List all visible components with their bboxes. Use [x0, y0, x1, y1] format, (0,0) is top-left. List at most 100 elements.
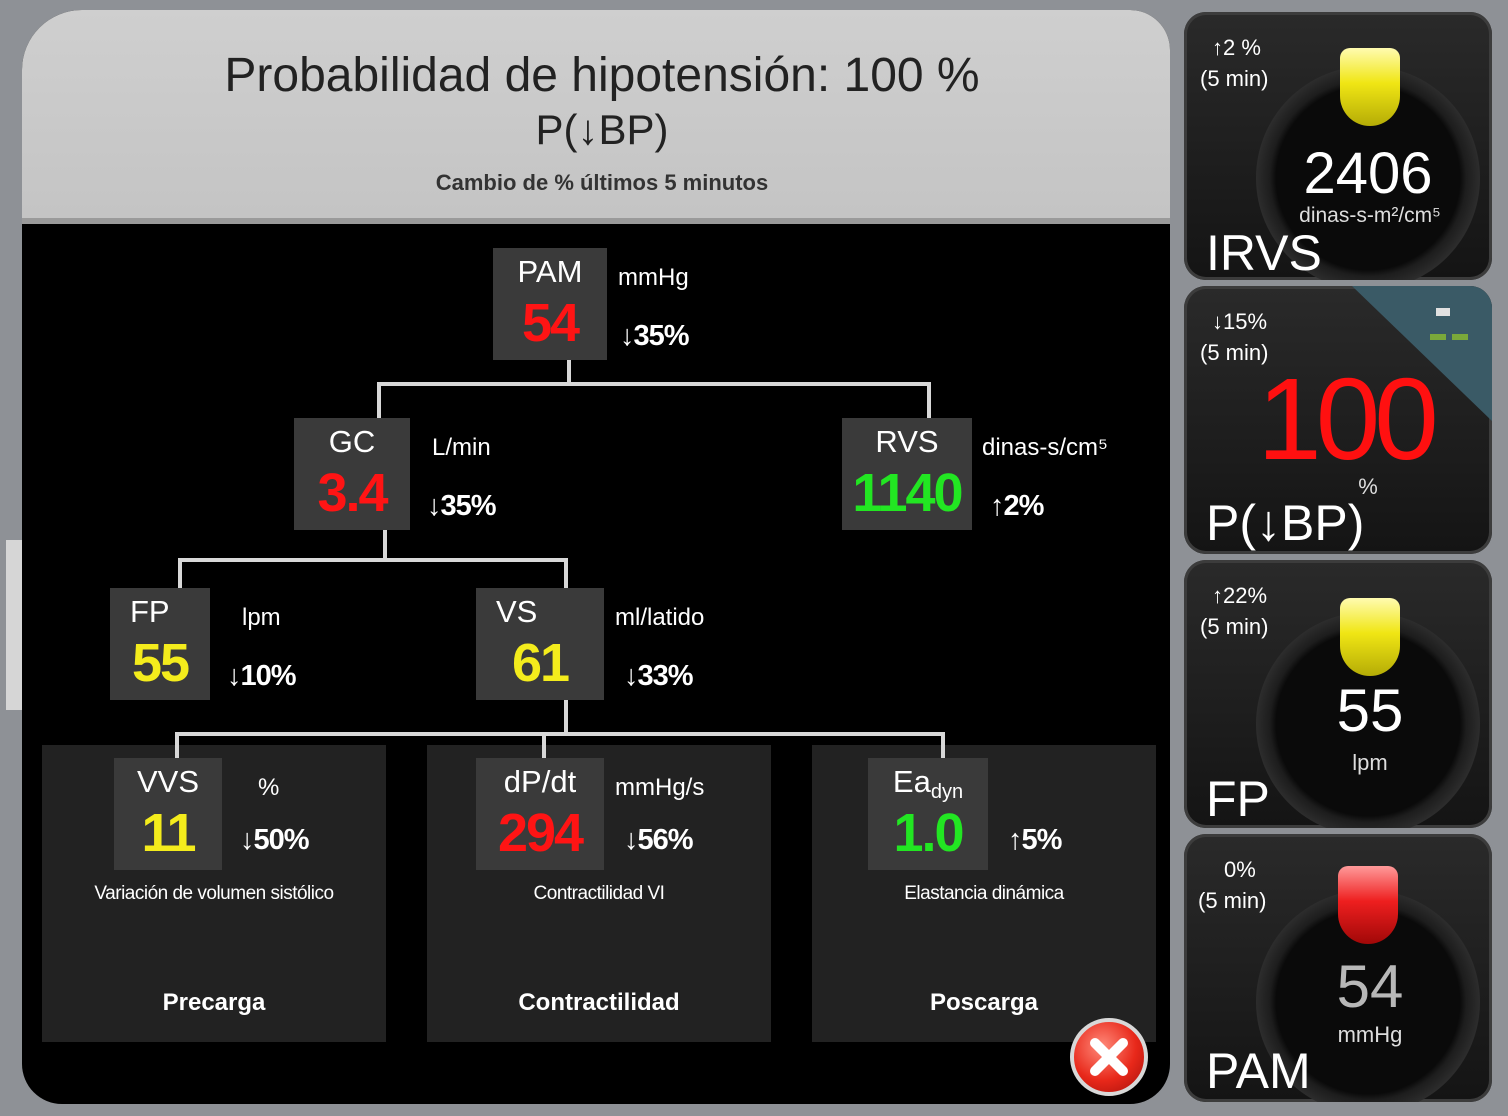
corner-flag-icon	[1352, 286, 1492, 421]
page-title: Probabilidad de hipotensión: 100 %	[224, 49, 980, 102]
category-label-precarga: Precarga	[162, 989, 266, 1016]
tile-unit: mmHg	[1337, 1022, 1403, 1047]
param-change: ↓35%	[620, 320, 690, 352]
param-label: PAM	[517, 254, 583, 289]
param-box-vvs[interactable]: VVS 11	[114, 758, 222, 870]
category-label-contractilidad: Contractilidad	[518, 989, 680, 1016]
param-box-eadyn[interactable]: Eadyn 1.0	[868, 758, 988, 870]
param-label: Eadyn	[868, 764, 988, 804]
vvs-caption: Variación de volumen sistólico	[94, 883, 334, 904]
tree-line	[927, 382, 931, 420]
tile-name: IRVS	[1206, 225, 1322, 280]
tile-change: ↓15% (5 min)	[1200, 306, 1268, 368]
tile-unit: %	[1358, 474, 1378, 499]
indicator-cap-icon	[1338, 866, 1398, 944]
param-value: 61	[511, 633, 570, 693]
category-panel-contractilidad: Contractilidad VI Contractilidad	[427, 745, 771, 1042]
tile-change-period: (5 min)	[1198, 888, 1267, 913]
tree-line	[377, 382, 931, 386]
category-panel-precarga: Variación de volumen sistólico Precarga	[42, 745, 386, 1042]
eadyn-caption: Elastancia dinámica	[904, 883, 1064, 904]
param-value: 1140	[852, 463, 963, 523]
param-label: VS	[496, 594, 538, 629]
tile-unit: lpm	[1352, 750, 1388, 775]
param-box-vs[interactable]: VS 61	[476, 588, 604, 700]
param-value: 1.0	[893, 803, 964, 863]
param-value: 54	[521, 293, 580, 353]
param-change: ↓10%	[227, 660, 297, 692]
param-box-pam[interactable]: PAM 54	[493, 248, 607, 360]
header: Probabilidad de hipotensión: 100 % P(↓BP…	[22, 10, 1170, 224]
tile-fp[interactable]: ↑22% (5 min) 55 lpm FP	[1184, 560, 1492, 828]
param-unit: %	[258, 774, 280, 801]
tree-line	[941, 732, 945, 758]
tile-change: ↑22% (5 min)	[1200, 580, 1268, 642]
tile-change-value: 0%	[1224, 857, 1256, 882]
change-period-note: Cambio de % últimos 5 minutos	[435, 170, 769, 195]
tree-line	[567, 360, 571, 384]
dpdt-caption: Contractilidad VI	[533, 883, 665, 904]
param-value: 55	[131, 633, 190, 693]
param-unit: L/min	[432, 434, 491, 461]
tile-change-value: ↓15%	[1212, 309, 1268, 334]
param-value: 11	[141, 803, 196, 863]
tile-value: 55	[1336, 677, 1404, 744]
tree-line	[564, 558, 568, 590]
edge-handle[interactable]	[6, 540, 24, 710]
param-change: ↓56%	[624, 824, 694, 856]
param-change: ↓50%	[240, 824, 310, 856]
tile-value: 100	[1257, 354, 1439, 484]
param-label: VVS	[136, 764, 200, 799]
tree-line	[175, 732, 945, 736]
param-change: ↑2%	[990, 490, 1044, 522]
param-label-sub: dyn	[930, 781, 964, 803]
tile-name: FP	[1206, 771, 1270, 827]
param-box-gc[interactable]: GC 3.4	[294, 418, 410, 530]
param-change: ↑5%	[1008, 824, 1062, 856]
indicator-cap-icon	[1340, 598, 1400, 676]
close-icon	[1090, 1038, 1128, 1076]
param-label: dP/dt	[503, 764, 577, 799]
param-box-fp[interactable]: FP 55	[110, 588, 210, 700]
tile-hpi[interactable]: ↓15% (5 min) 100 % P(↓BP)	[1184, 286, 1492, 554]
tree-line	[178, 558, 568, 562]
tile-change-value: ↑2 %	[1212, 35, 1261, 60]
param-unit: ml/latido	[615, 604, 705, 631]
tile-name: P(↓BP)	[1206, 495, 1365, 551]
tree-line	[178, 558, 182, 590]
param-label-main: Ea	[892, 764, 931, 799]
tile-change-period: (5 min)	[1200, 340, 1269, 365]
tile-change-period: (5 min)	[1200, 614, 1269, 639]
tile-pam[interactable]: 0% (5 min) 54 mmHg PAM	[1184, 834, 1492, 1102]
indicator-cap-icon	[1340, 48, 1400, 126]
tile-irvs[interactable]: ↑2 % (5 min) 2406 dinas-s-m²/cm⁵ IRVS	[1184, 12, 1492, 280]
tile-name: PAM	[1206, 1043, 1311, 1099]
tile-unit: dinas-s-m²/cm⁵	[1299, 204, 1441, 227]
tile-change-value: ↑22%	[1212, 583, 1268, 608]
tile-change: 0% (5 min)	[1198, 854, 1266, 916]
tile-value: 54	[1336, 953, 1404, 1020]
param-unit: lpm	[242, 604, 281, 631]
param-change: ↓33%	[624, 660, 694, 692]
category-label-poscarga: Poscarga	[929, 989, 1039, 1016]
close-button[interactable]	[1070, 1018, 1148, 1096]
hpi-main-panel: Probabilidad de hipotensión: 100 % P(↓BP…	[22, 10, 1170, 1104]
tree-line	[377, 382, 381, 420]
param-unit: dinas-s/cm⁵	[982, 434, 1108, 461]
param-change: ↓35%	[427, 490, 497, 522]
page-subtitle: P(↓BP)	[535, 106, 669, 153]
param-box-rvs[interactable]: RVS 1140	[842, 418, 972, 530]
param-label: GC	[328, 424, 376, 459]
tree-line	[542, 732, 546, 758]
param-unit: mmHg/s	[615, 774, 705, 801]
tile-value: 2406	[1303, 141, 1433, 206]
tree-line	[564, 700, 568, 734]
tree-line	[175, 732, 179, 758]
param-label: FP	[130, 594, 170, 629]
param-box-dpdt[interactable]: dP/dt 294	[476, 758, 604, 870]
param-label: RVS	[875, 424, 939, 459]
param-unit: mmHg	[618, 264, 689, 291]
tile-change-period: (5 min)	[1200, 66, 1269, 91]
tree-line	[383, 530, 387, 560]
tile-change: ↑2 % (5 min)	[1200, 32, 1268, 94]
